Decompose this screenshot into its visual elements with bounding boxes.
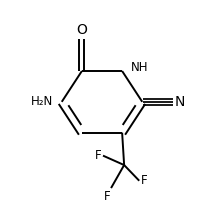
- Text: F: F: [141, 174, 147, 187]
- Text: NH: NH: [131, 61, 149, 74]
- Text: H₂N: H₂N: [30, 95, 53, 108]
- Text: O: O: [76, 23, 87, 37]
- Text: F: F: [103, 190, 110, 203]
- Text: F: F: [95, 149, 101, 162]
- Text: N: N: [175, 95, 185, 109]
